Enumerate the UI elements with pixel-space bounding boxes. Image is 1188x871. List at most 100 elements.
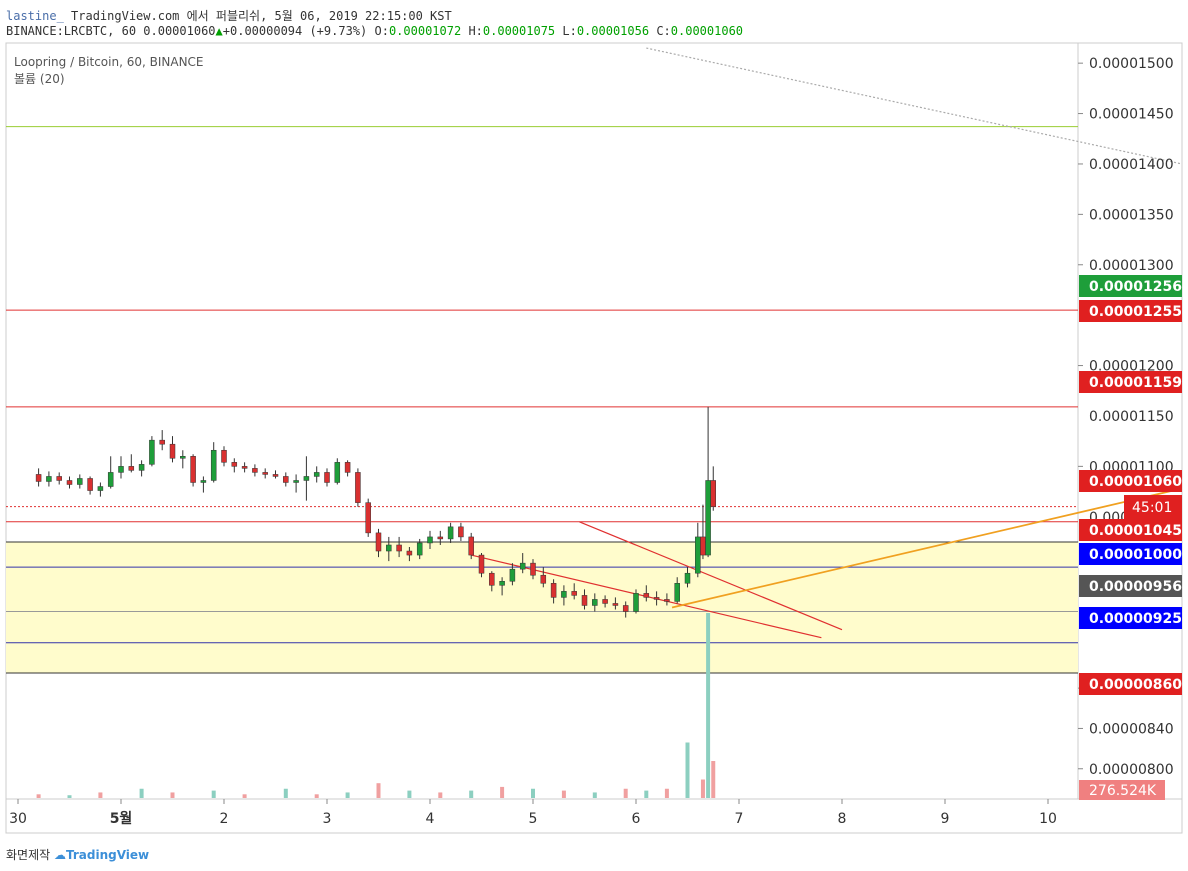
candle-body: [355, 472, 361, 503]
price-tag-label: 0.00000925: [1089, 611, 1182, 627]
high-value: 0.00001075: [482, 24, 556, 38]
candle-body: [262, 472, 268, 475]
plot-border: [5, 42, 1079, 800]
candle-body: [612, 603, 619, 606]
candle-body: [128, 466, 135, 471]
candle-body: [272, 474, 279, 477]
price-tag: [1079, 371, 1182, 393]
y-tick-label-partial: 0.00001150: [1089, 409, 1174, 425]
volume-bar: [314, 794, 319, 798]
open-value: 0.00001072: [388, 24, 462, 38]
candle-body: [97, 486, 104, 491]
price-change: +0.00000094 (+9.73%): [222, 24, 368, 38]
x-tick-label: 5월: [110, 810, 133, 827]
high-label: H:: [468, 24, 483, 38]
candle-body: [653, 597, 660, 600]
symbol-label: BINANCE:LRCBTC, 60: [6, 24, 137, 38]
candle-body: [489, 572, 495, 586]
price-tag-label: 0.00000860: [1089, 677, 1182, 693]
candle-body: [293, 480, 299, 483]
volume-bar: [664, 788, 669, 798]
candle-body: [592, 599, 598, 606]
trendline: [646, 47, 1183, 165]
x-tick-label: 8: [838, 811, 847, 827]
countdown-tag: [1124, 495, 1182, 519]
candle-body: [643, 593, 650, 598]
candle-body: [66, 480, 73, 485]
candle-body: [344, 462, 351, 473]
candle-body: [509, 568, 516, 582]
candle-body: [283, 476, 289, 483]
volume-bar: [711, 761, 716, 798]
candle-body: [149, 439, 155, 465]
candle-body: [87, 478, 93, 491]
volume-legend[interactable]: 볼륨 (20): [14, 72, 65, 86]
tradingview-logo-icon: ☁: [54, 848, 66, 862]
candle-body: [159, 439, 165, 445]
y-tick-label: 0.00001300: [1089, 258, 1174, 274]
candle-body: [602, 599, 608, 604]
candle-body: [231, 462, 238, 467]
footer: 화면제작 ☁TradingView: [6, 846, 149, 863]
y-tick-label: 0.00001350: [1089, 207, 1174, 223]
volume-bar: [36, 794, 41, 798]
author-name[interactable]: lastine_: [6, 9, 64, 23]
candle-body: [138, 464, 145, 471]
volume-bar: [644, 790, 649, 798]
x-tick-label: 5: [529, 811, 538, 827]
candle-body: [35, 474, 42, 482]
x-tick-label: 3: [323, 811, 332, 827]
x-tick-label: 6: [632, 811, 641, 827]
x-tick-label: 7: [735, 811, 744, 827]
price-tag: [1079, 300, 1182, 322]
candle-body: [447, 526, 454, 540]
candle-body: [700, 536, 706, 556]
up-arrow-icon: ▲: [215, 24, 223, 38]
candle-body: [499, 581, 505, 586]
candle-body: [210, 449, 217, 481]
candle-body: [77, 478, 83, 485]
series-legend[interactable]: Loopring / Bitcoin, 60, BINANCE: [14, 55, 204, 69]
volume-bar: [500, 786, 505, 798]
volume-bar: [700, 779, 705, 798]
candle-body: [695, 536, 701, 574]
volume-bar: [592, 792, 597, 798]
candle-body: [169, 443, 176, 459]
volume-bar: [407, 790, 412, 798]
volume-bar: [438, 792, 443, 798]
price-tag-label: 0.00001000: [1089, 547, 1182, 563]
price-tag-label: 0.00001045: [1089, 523, 1182, 539]
candle-body: [221, 449, 227, 463]
y-tick-label: 0.00000800: [1089, 762, 1174, 778]
price-tag: [1079, 575, 1182, 597]
trendline: [671, 487, 1183, 609]
volume-bar: [376, 783, 381, 798]
candle-body: [241, 466, 248, 469]
candle-body: [478, 554, 485, 574]
publish-info: TradingView.com 에서 퍼블리쉬, 5월 06, 2019 22:…: [63, 9, 452, 23]
x-tick-label: 10: [1039, 811, 1057, 827]
close-label: C:: [656, 24, 671, 38]
volume-bar: [623, 788, 628, 798]
candle-body: [46, 476, 52, 482]
candle-body: [705, 480, 711, 556]
x-tick-label: 2: [220, 811, 229, 827]
candle-body: [540, 574, 547, 584]
footer-prefix: 화면제작: [6, 848, 51, 862]
y-tick-label: 0.00001400: [1089, 157, 1174, 173]
candle-body: [396, 544, 402, 552]
x-tick-label: 4: [426, 811, 435, 827]
price-tag-label: 0.00001256: [1089, 279, 1182, 295]
price-tag: [1079, 275, 1182, 297]
volume-bar: [170, 792, 175, 798]
x-tick-label: 9: [941, 811, 950, 827]
y-tick-label: 0.00001500: [1089, 56, 1174, 72]
candle-body: [633, 593, 639, 612]
last-price: 0.00001060: [143, 24, 216, 38]
volume-bar: [469, 790, 474, 798]
volume-bar: [67, 795, 72, 798]
tradingview-brand[interactable]: TradingView: [66, 848, 150, 862]
y-tick-label: 0.00001200: [1089, 359, 1174, 375]
volume-bar: [211, 790, 216, 798]
